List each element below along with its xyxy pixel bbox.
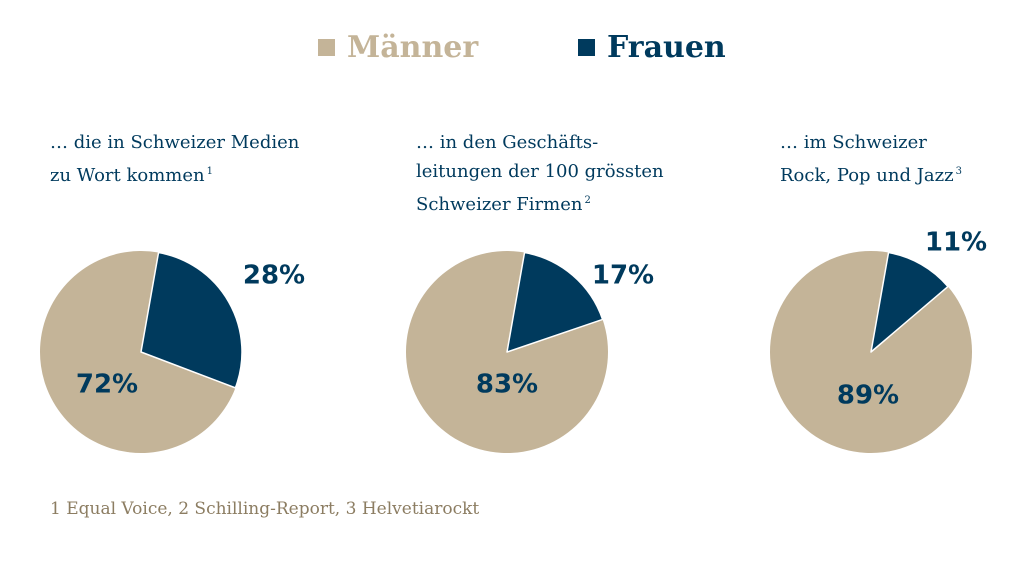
panel-title-line: zu Wort kommen 1	[50, 157, 299, 190]
sources-footnote: 1 Equal Voice, 2 Schilling-Report, 3 Hel…	[50, 499, 480, 519]
legend-item-men: Männer	[318, 30, 478, 65]
pie-label-men: 89%	[837, 381, 899, 411]
legend-swatch-men	[318, 39, 335, 56]
panel-title-text: zu Wort kommen	[50, 165, 205, 186]
pie-chart: 11% 89%	[770, 228, 987, 453]
legend: Männer Frauen	[0, 30, 1024, 70]
pie-label-women: 28%	[243, 261, 305, 291]
panel-title-text: Schweizer Firmen	[416, 194, 583, 215]
panel-title-text: … die in Schweizer Medien	[50, 132, 300, 153]
panel-title-line: … die in Schweizer Medien	[50, 128, 299, 157]
panel-title-executives: … in den Geschäfts- leitungen der 100 gr…	[416, 128, 664, 219]
panel-title-line: Schweizer Firmen 2	[416, 186, 664, 219]
pie-slice-men	[40, 250, 236, 453]
pie-chart: 28% 72%	[40, 250, 305, 453]
pie-chart: 17% 83%	[405, 250, 654, 453]
pie-label-women: 11%	[925, 228, 987, 258]
legend-item-women: Frauen	[578, 30, 726, 65]
legend-swatch-women	[578, 39, 595, 56]
panel-title-text: Rock, Pop und Jazz	[780, 165, 954, 186]
footnote-ref: 1	[206, 166, 213, 177]
pie-slice-women	[870, 251, 949, 353]
panel-title-line: leitungen der 100 grössten	[416, 157, 664, 186]
pie-label-men: 72%	[76, 370, 138, 400]
pie-label-women: 17%	[592, 261, 654, 291]
panel-title-line: … in den Geschäfts-	[416, 128, 664, 157]
pie-slice-women	[506, 251, 604, 353]
panel-title-text: … im Schweizer	[780, 132, 927, 153]
pie-slice-women	[140, 251, 243, 389]
legend-label-women: Frauen	[607, 30, 726, 65]
panel-title-music: … im Schweizer Rock, Pop und Jazz 3	[780, 128, 962, 190]
panel-title-media: … die in Schweizer Medien zu Wort kommen…	[50, 128, 299, 190]
panel-title-text: leitungen der 100 grössten	[416, 161, 664, 182]
footnote-ref: 3	[955, 166, 963, 177]
legend-label-men: Männer	[347, 30, 479, 65]
panel-title-line: … im Schweizer	[780, 128, 962, 157]
footnote-ref: 2	[584, 195, 591, 206]
panel-title-line: Rock, Pop und Jazz 3	[780, 157, 962, 190]
pie-label-men: 83%	[476, 370, 538, 400]
panel-title-text: … in den Geschäfts-	[416, 132, 599, 153]
